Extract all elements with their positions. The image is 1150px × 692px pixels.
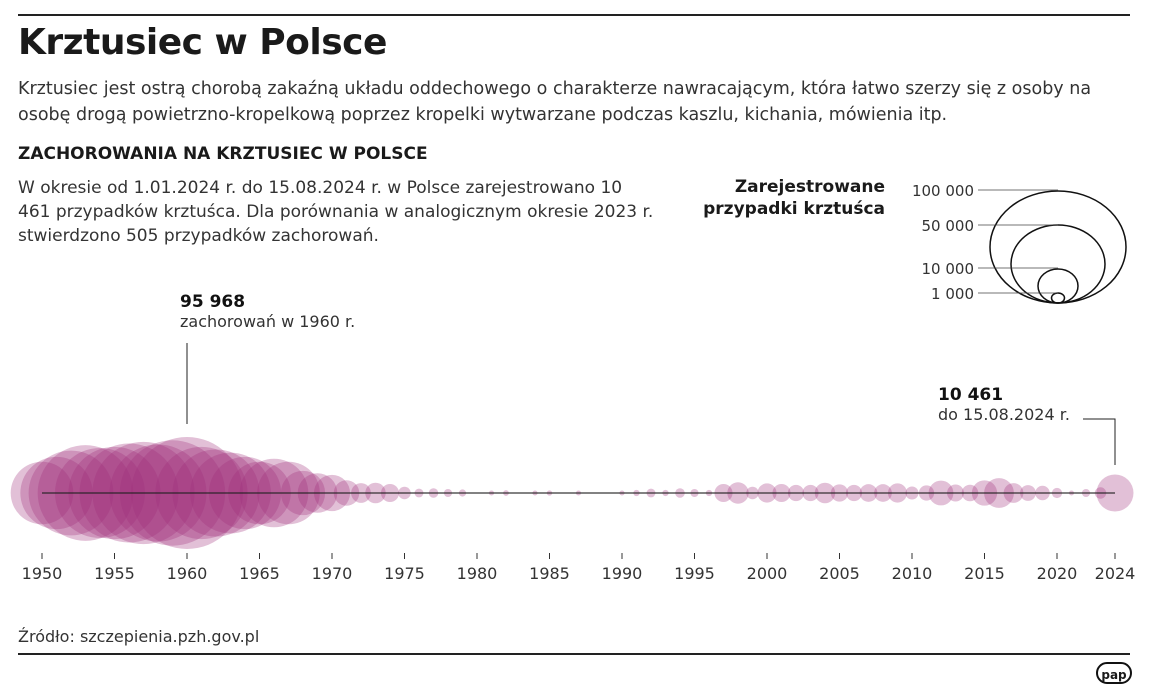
legend-circle [1037,268,1079,304]
annotation-text: zachorowań w 1960 r. [180,312,356,331]
tick-label-1990: 1990 [602,564,643,583]
tick-label-1965: 1965 [239,564,280,583]
pap-logo: pap [1096,662,1132,684]
tick-label-1980: 1980 [457,564,498,583]
tick-label-2000: 2000 [747,564,788,583]
source: Źródło: szczepienia.pzh.gov.pl [18,627,260,646]
tick-label-1950: 1950 [22,564,63,583]
annotation-value: 95 968 [180,292,246,312]
legend-circle [1010,224,1106,304]
bottom-rule [18,653,1130,655]
annotation-value: 10 461 [938,385,1004,405]
tick-label-2010: 2010 [892,564,933,583]
chart-description: W okresie od 1.01.2024 r. do 15.08.2024 … [18,178,654,246]
page-title: Krztusiec w Polsce [18,22,387,63]
legend-label: 10 000 [922,260,975,278]
tick-label-2005: 2005 [819,564,860,583]
tick-label-1985: 1985 [529,564,570,583]
tick-label-2024: 2024 [1095,564,1136,583]
chart-subtitle: ZACHOROWANIA NA KRZTUSIEC W POLSCE [18,144,428,164]
annotation-2024: 10 461 do 15.08.2024 r. [938,385,1070,424]
annotation-text: do 15.08.2024 r. [938,405,1070,424]
leader-2024 [1083,418,1116,465]
legend-label: 100 000 [912,182,974,200]
lead-text: Krztusiec jest ostrą chorobą zakaźną ukł… [18,79,1092,125]
tick-label-1995: 1995 [674,564,715,583]
legend-circle [989,190,1127,304]
tick-label-2020: 2020 [1037,564,1078,583]
annotation-1960: 95 968 zachorowań w 1960 r. [180,292,355,331]
legend-label: 1 000 [931,285,974,303]
tick-label-1960: 1960 [167,564,208,583]
tick-label-1975: 1975 [384,564,425,583]
top-rule [18,14,1130,16]
legend-circle [1050,292,1066,304]
tick-label-1970: 1970 [312,564,353,583]
legend-label: 50 000 [922,217,975,235]
legend-title: Zarejestrowane przypadki krztuśca [703,177,885,219]
tick-label-2015: 2015 [964,564,1005,583]
tick-label-1955: 1955 [94,564,135,583]
